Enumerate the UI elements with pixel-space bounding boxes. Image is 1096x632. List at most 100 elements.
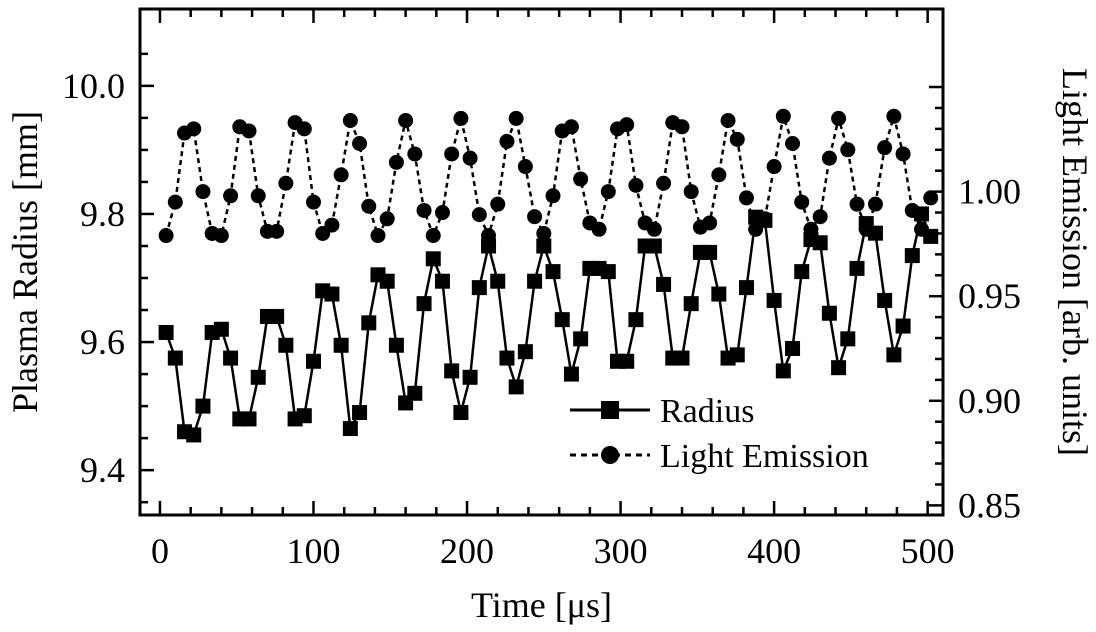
light-emission-point: [877, 140, 893, 156]
light-emission-point: [858, 221, 874, 237]
light-emission-point: [186, 121, 202, 137]
light-emission-point: [840, 142, 856, 158]
light-emission-point: [352, 136, 368, 152]
light-emission-point: [563, 119, 579, 135]
radius-point: [241, 411, 257, 427]
light-emission-point: [591, 221, 607, 237]
radius-point: [711, 286, 727, 302]
radius-point: [305, 353, 321, 369]
y-right-tick-label: 0.95: [958, 276, 1021, 316]
light-emission-point: [867, 196, 883, 212]
radius-point: [656, 276, 672, 292]
x-axis-title: Time [μs]: [471, 585, 612, 625]
radius-point: [195, 398, 211, 414]
y-left-tick-label: 10.0: [62, 66, 125, 106]
legend-light-label: Light Emission: [660, 438, 869, 475]
x-tick-label: 500: [901, 531, 955, 571]
y-axis-left-title: Plasma Radius [mm]: [5, 111, 45, 413]
light-emission-point: [195, 184, 211, 200]
radius-point: [425, 251, 441, 267]
light-emission-point: [388, 154, 404, 170]
light-emission-point: [508, 110, 524, 126]
radius-point: [407, 385, 423, 401]
radius-point: [388, 337, 404, 353]
radius-point: [269, 308, 285, 324]
light-emission-point: [803, 221, 819, 237]
radius-point: [904, 248, 920, 264]
radius-point: [738, 280, 754, 296]
radius-point: [296, 408, 312, 424]
light-emission-point: [600, 184, 616, 200]
light-emission-point: [324, 217, 340, 233]
light-emission-point: [342, 112, 358, 128]
light-emission-point: [646, 221, 662, 237]
light-emission-point: [628, 177, 644, 193]
radius-point: [517, 344, 533, 360]
light-emission-point: [481, 228, 497, 244]
light-emission-point: [269, 223, 285, 239]
light-emission-point: [785, 136, 801, 152]
light-emission-point: [738, 190, 754, 206]
light-emission-point: [545, 188, 561, 204]
radius-point: [158, 324, 174, 340]
radius-point: [545, 264, 561, 280]
y-left-tick-label: 9.6: [80, 322, 125, 362]
radius-point: [812, 235, 828, 251]
light-emission-point: [213, 228, 229, 244]
light-emission-point: [379, 211, 395, 227]
radius-point: [324, 286, 340, 302]
light-emission-point: [748, 221, 764, 237]
radius-point: [213, 321, 229, 337]
y-right-tick-label: 1.00: [958, 172, 1021, 212]
legend: Radius Light Emission: [570, 393, 869, 475]
radius-point: [416, 296, 432, 312]
light-emission-point: [250, 188, 266, 204]
radius-point: [840, 331, 856, 347]
light-emission-point: [471, 207, 487, 223]
radius-point: [250, 369, 266, 385]
y-right-tick-label: 0.90: [958, 381, 1021, 421]
radius-point: [619, 353, 635, 369]
light-emission-point: [517, 159, 533, 175]
radius-point: [481, 238, 497, 254]
radius-point: [674, 350, 690, 366]
light-emission-point: [729, 131, 745, 147]
light-emission-point: [812, 209, 828, 225]
light-emission-point: [223, 188, 239, 204]
light-emission-point: [794, 194, 810, 210]
light-emission-point: [536, 225, 552, 241]
light-emission-point: [434, 205, 450, 221]
radius-point: [490, 273, 506, 289]
light-emission-point: [683, 184, 699, 200]
light-emission-point: [720, 112, 736, 128]
light-emission-point: [849, 196, 865, 212]
radius-point: [729, 347, 745, 363]
light-emission-point: [241, 123, 257, 139]
light-emission-point: [775, 108, 791, 124]
radius-point: [831, 360, 847, 376]
light-emission-point: [425, 228, 441, 244]
radius-point: [785, 340, 801, 356]
light-emission-point: [499, 133, 515, 149]
light-emission-point: [278, 175, 294, 191]
light-emission-point: [757, 211, 773, 227]
light-emission-point: [573, 171, 589, 187]
x-tick-label: 400: [747, 531, 801, 571]
radius-point: [462, 369, 478, 385]
radius-point: [895, 318, 911, 334]
light-emission-point: [895, 146, 911, 162]
radius-point: [342, 421, 358, 437]
radius-point: [223, 350, 239, 366]
y-axis-right-title: Light Emission [arb. units]: [1055, 68, 1095, 456]
radius-point: [775, 363, 791, 379]
radius-point: [352, 405, 368, 421]
series-layer: [158, 108, 939, 443]
light-emission-point: [821, 150, 837, 166]
light-emission-point: [711, 167, 727, 183]
x-tick-label: 300: [594, 531, 648, 571]
x-tick-label: 0: [151, 531, 169, 571]
x-tick-label: 200: [440, 531, 494, 571]
light-emission-point: [914, 221, 930, 237]
legend-radius-label: Radius: [660, 393, 754, 430]
